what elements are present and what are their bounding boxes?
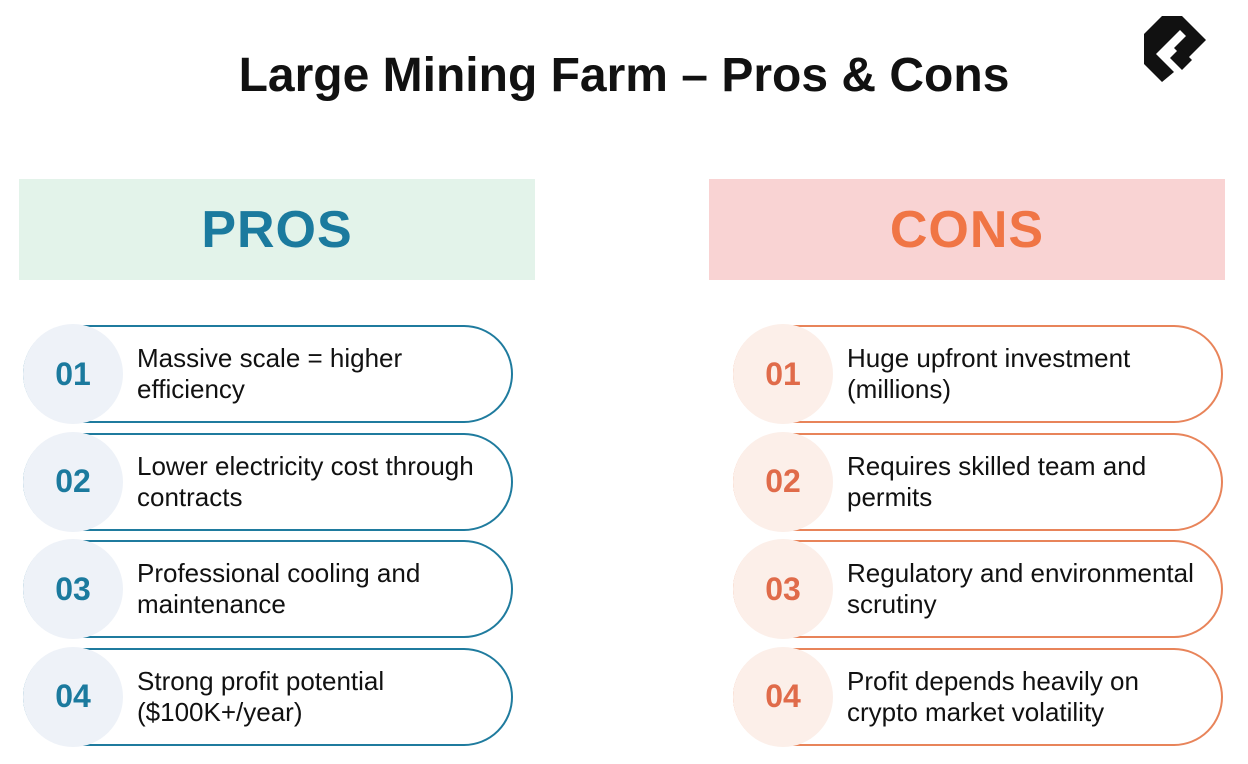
- item-text: Huge upfront investment (millions): [847, 343, 1131, 404]
- item-number: 03: [23, 539, 123, 639]
- logo: [1144, 16, 1206, 82]
- pros-item: 01 Massive scale = higher efficiency: [23, 324, 513, 424]
- item-number: 04: [23, 646, 123, 747]
- cons-item: 01 Huge upfront investment (millions): [733, 324, 1223, 424]
- item-number: 04: [733, 646, 833, 747]
- title: Large Mining Farm – Pros & Cons: [238, 49, 1010, 102]
- item-text: Professional cooling and maintenance: [137, 558, 421, 619]
- item-text: Requires skilled team and permits: [847, 450, 1147, 512]
- item-text: Lower electricity cost through contracts: [137, 450, 474, 512]
- item-number: 03: [733, 539, 833, 639]
- pros-item: 02 Lower electricity cost through contrac…: [23, 431, 513, 532]
- pros-item: 04 Strong profit potential ($100K+/year): [23, 646, 513, 747]
- item-number: 02: [23, 431, 123, 532]
- item-text: Strong profit potential ($100K+/year): [137, 665, 385, 727]
- item-number: 02: [733, 431, 833, 532]
- pros-item: 03 Professional cooling and maintenance: [23, 539, 513, 639]
- cons-heading: CONS: [709, 179, 1225, 280]
- cons-item: 04 Profit depends heavily on crypto marke…: [733, 646, 1223, 747]
- item-number: 01: [23, 324, 123, 424]
- item-text: Massive scale = higher efficiency: [137, 343, 403, 404]
- pros-heading: PROS: [19, 179, 535, 280]
- cons-item: 02 Requires skilled team and permits: [733, 431, 1223, 532]
- cons-item: 03 Regulatory and environmental scrutiny: [733, 539, 1223, 639]
- item-text: Regulatory and environmental scrutiny: [847, 558, 1194, 619]
- item-text: Profit depends heavily on crypto market …: [847, 665, 1139, 727]
- item-number: 01: [733, 324, 833, 424]
